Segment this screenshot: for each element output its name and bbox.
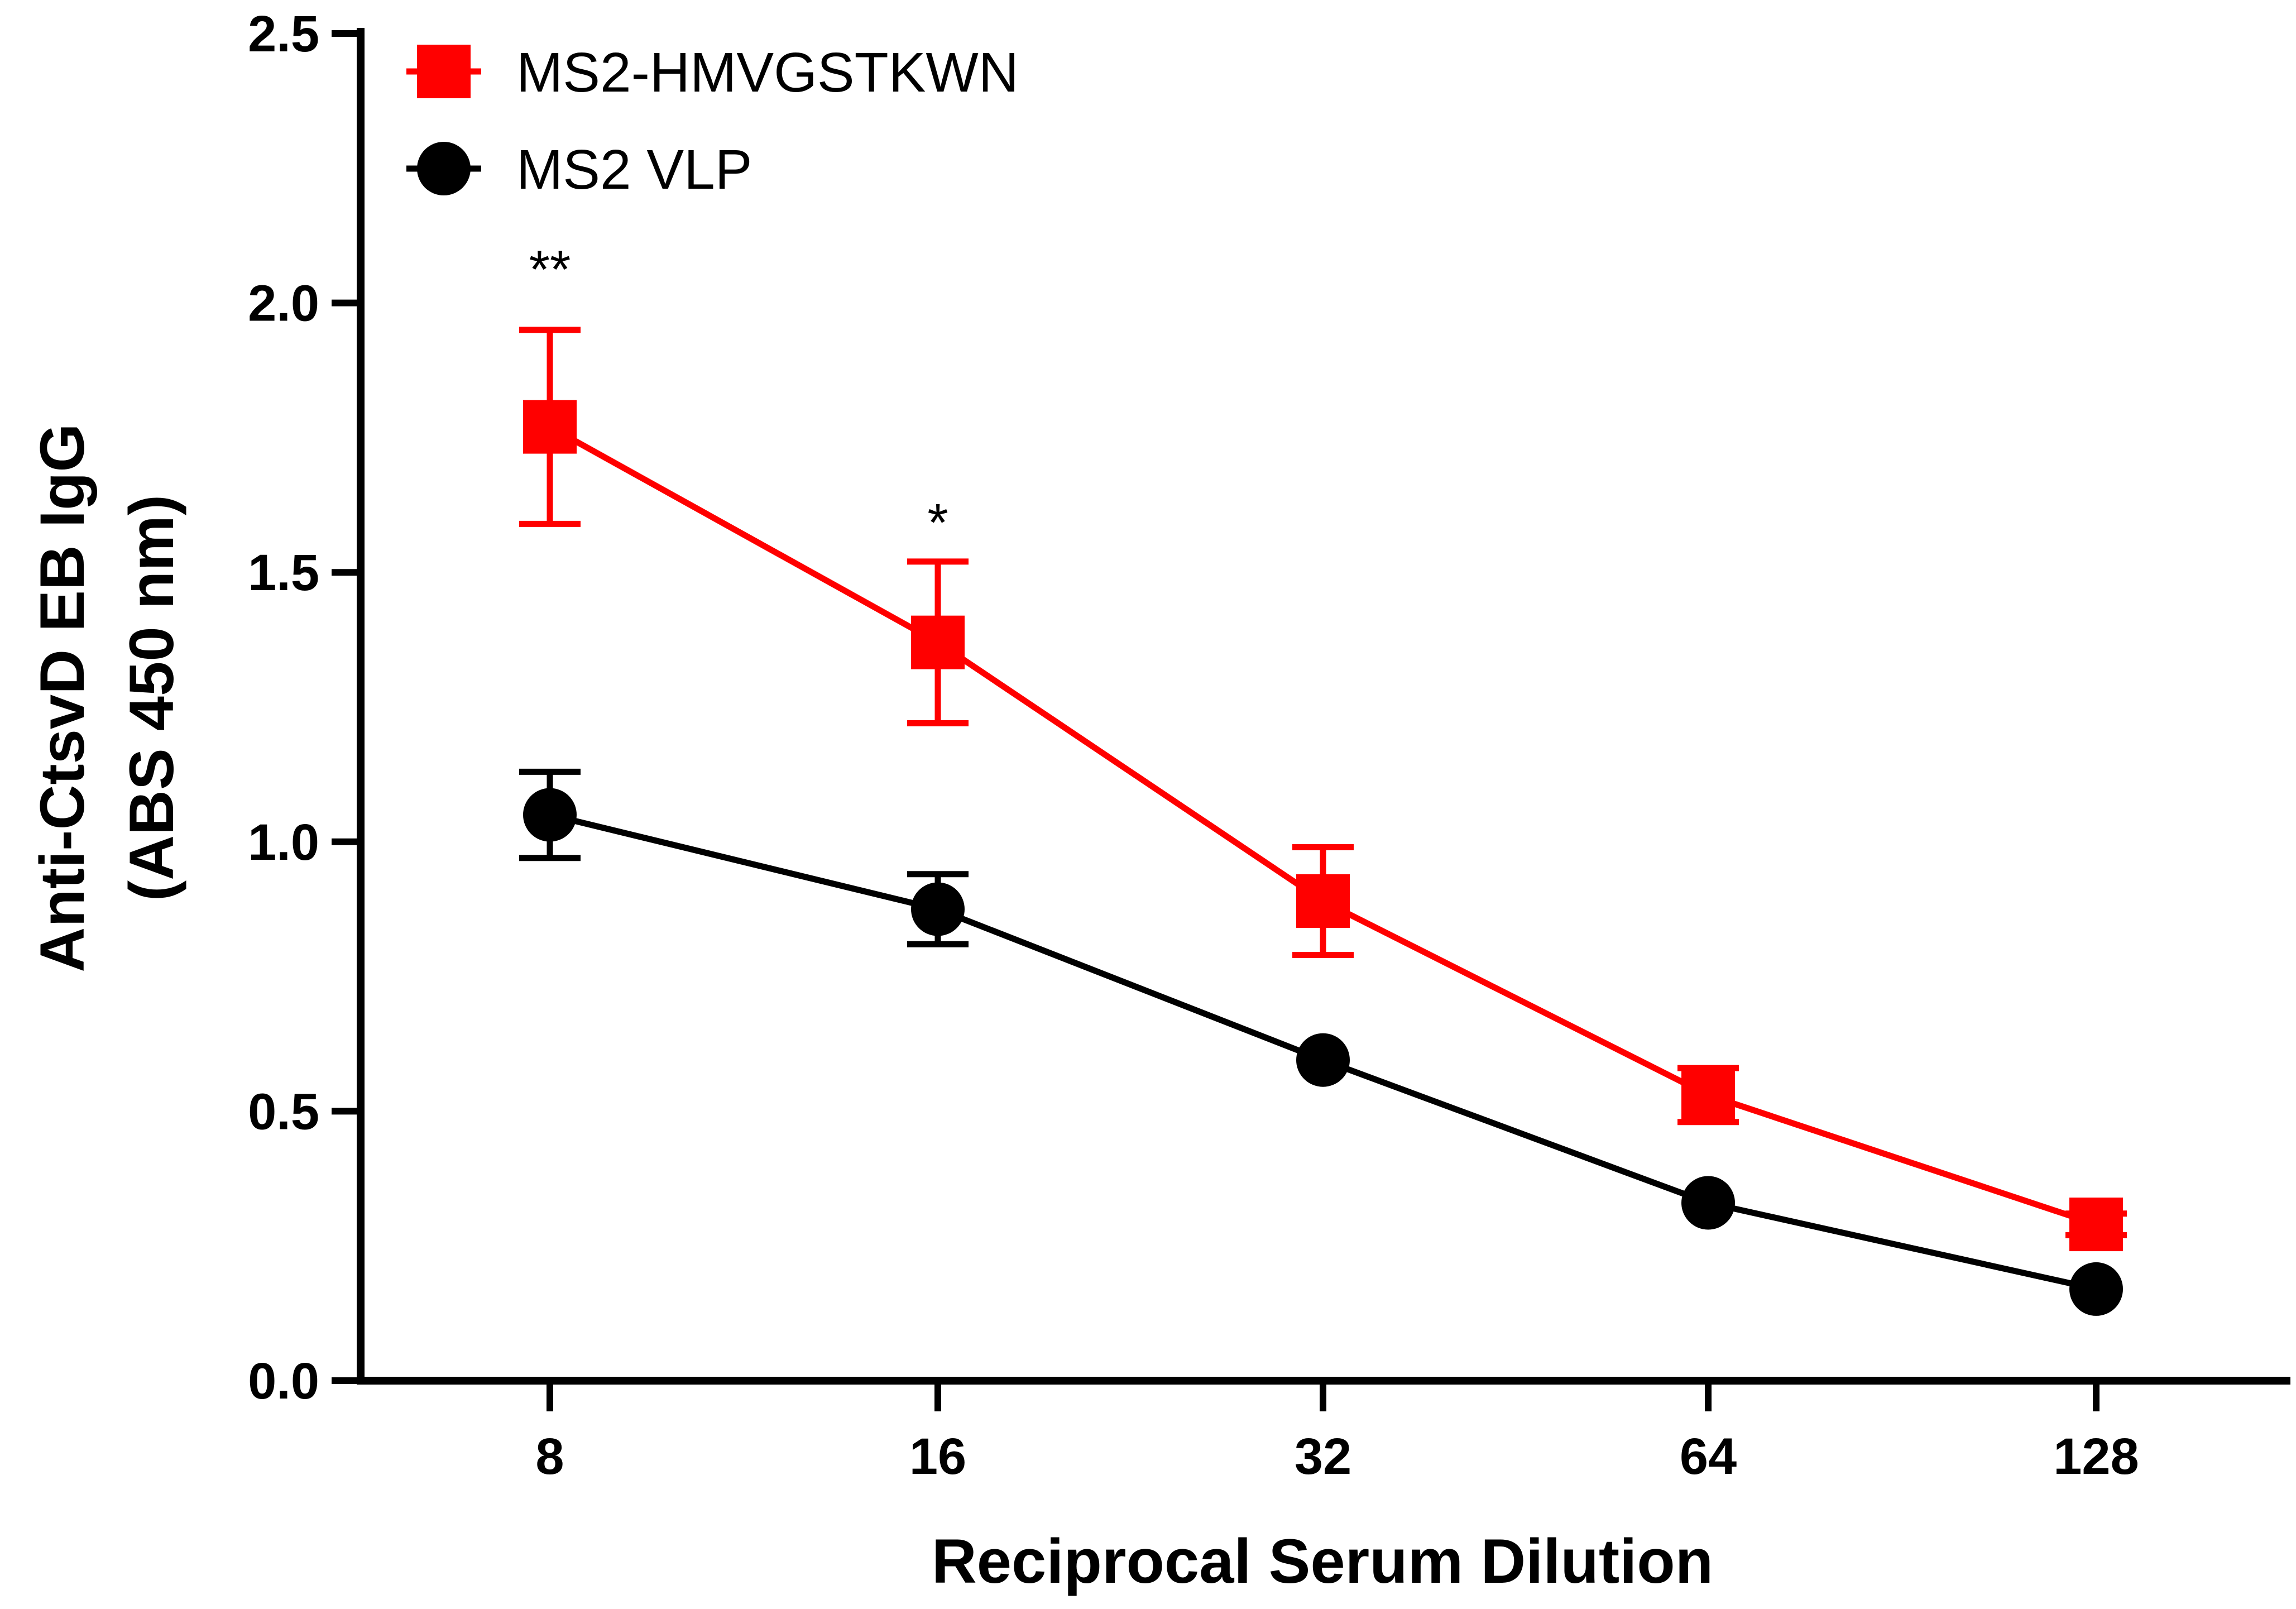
x-axis-title: Reciprocal Serum Dilution: [932, 1526, 1713, 1596]
y-tick-label: 0.5: [248, 1083, 319, 1140]
significance-marker: *: [927, 493, 948, 553]
series-layer: [519, 327, 2127, 1316]
legend-item: MS2-HMVGSTKWN: [406, 41, 1019, 104]
series-ms2-vlp: [519, 768, 2123, 1316]
data-point: [1681, 1068, 1735, 1122]
x-ticks: 8 16 32 64 128: [535, 1381, 2139, 1485]
legend: MS2-HMVGSTKWN MS2 VLP: [406, 41, 1019, 201]
legend-item: MS2 VLP: [406, 138, 752, 201]
y-tick-label: 2.5: [248, 6, 319, 63]
y-axis-title-line1: Anti-CtsvD EB IgG: [27, 423, 97, 972]
series-ms2-hmvgstkwn: [519, 327, 2127, 1252]
data-point: [1296, 1033, 1350, 1087]
y-tick-label: 1.5: [248, 544, 319, 601]
data-point: [1681, 1176, 1735, 1230]
legend-label: MS2 VLP: [516, 138, 752, 201]
data-point: [2069, 1198, 2123, 1252]
annotation-layer: ***: [529, 240, 948, 553]
series-line: [548, 424, 2097, 1228]
x-tick-label: 32: [1295, 1428, 1351, 1485]
x-tick-label: 64: [1680, 1428, 1737, 1485]
legend-marker: [417, 142, 471, 195]
data-point: [523, 788, 577, 842]
significance-marker: **: [529, 240, 571, 299]
x-tick-label: 16: [909, 1428, 966, 1485]
data-point: [1296, 874, 1350, 928]
x-tick-label: 128: [2053, 1428, 2139, 1485]
data-point: [2069, 1262, 2123, 1316]
data-point: [911, 882, 965, 936]
data-point: [911, 615, 965, 669]
y-tick-label: 0.0: [248, 1353, 319, 1410]
legend-marker: [417, 45, 471, 98]
x-tick-label: 8: [535, 1428, 564, 1485]
y-tick-label: 2.0: [248, 275, 319, 332]
legend-label: MS2-HMVGSTKWN: [516, 41, 1019, 104]
y-ticks: 0.0 0.5 1.0 1.5 2.0 2.5: [248, 6, 361, 1410]
data-point: [523, 400, 577, 454]
y-axis-title-line2: (ABS 450 nm): [117, 495, 186, 901]
y-tick-label: 1.0: [248, 814, 319, 871]
